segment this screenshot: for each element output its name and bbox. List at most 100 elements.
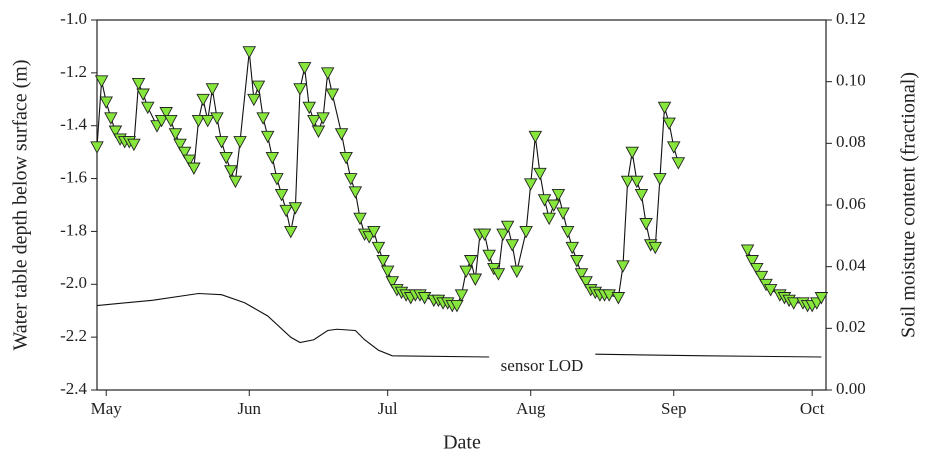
marker [260,130,275,144]
y-axis-label: Water table depth below surface (m) [10,59,32,350]
marker [482,249,496,263]
marker [454,289,469,302]
x-axis-label: Date [443,432,481,454]
y-tick-label: -2.0 [60,273,87,292]
marker [371,241,386,255]
marker [288,202,303,215]
x-tick-label: May [91,399,123,418]
marker [579,276,593,289]
marker [108,125,123,138]
marker [99,96,113,109]
y2-tick-label: 0.02 [836,317,866,336]
y2-tick-label: 0.04 [836,256,866,275]
x-tick-label: Oct [800,399,825,418]
marker [247,93,261,107]
marker [279,204,293,218]
plot-frame [96,19,827,391]
marker [242,46,257,59]
marker [551,188,566,202]
marker [173,138,187,152]
marker [634,188,649,202]
marker [164,114,178,128]
marker [500,220,515,234]
marker [233,136,247,149]
marker [297,62,312,75]
marker [745,255,759,268]
marker [459,265,473,279]
x-tick-label: Jun [237,399,261,418]
marker [496,228,510,242]
marker [353,212,367,226]
marker [274,188,289,202]
marker [814,292,829,305]
x-tick-label: Aug [516,399,546,418]
marker [302,101,316,115]
marker [344,173,358,186]
marker [754,270,769,284]
y-tick-label: -1.2 [60,62,87,81]
y-tick-label: -1.8 [60,220,87,239]
marker [560,225,575,239]
marker [127,138,141,152]
marker [616,260,630,273]
marker [528,130,543,144]
series-line [96,292,822,358]
marker [214,136,229,149]
marker [625,146,639,160]
marker [293,83,307,96]
marker [657,101,672,115]
marker [786,297,801,310]
marker [740,244,755,257]
y-tick-label: -1.0 [60,9,87,28]
marker [542,212,556,226]
marker [348,186,363,199]
marker [639,218,653,231]
marker [270,173,284,186]
marker [177,146,192,160]
marker [339,151,353,165]
marker [491,268,506,281]
marker [380,265,395,279]
marker [210,112,224,125]
marker [307,114,321,128]
y-tick-label: -1.6 [60,167,87,186]
y-tick-label: -1.4 [60,115,87,134]
marker [510,265,524,279]
marker [256,112,270,125]
y-tick-label: -2.2 [60,326,87,345]
marker [136,88,150,101]
y2-tick-label: 0.00 [836,379,866,398]
marker [463,255,478,268]
marker [533,167,547,181]
marker [666,141,681,154]
marker [140,101,155,115]
marker [191,114,206,128]
marker [334,128,349,141]
marker [468,273,483,286]
marker [228,175,243,189]
marker [547,199,561,212]
marker [131,77,146,91]
marker [90,141,104,154]
marker [104,112,118,125]
marker [320,67,335,80]
marker [154,114,169,128]
marker [519,225,533,239]
marker [648,241,663,255]
x-tick-label: Jul [378,399,398,418]
y2-tick-label: 0.10 [836,71,866,90]
marker [196,93,210,107]
marker [565,241,579,255]
marker [182,154,197,168]
marker [611,292,626,305]
y2-tick-label: 0.06 [836,194,866,213]
marker [653,173,667,186]
marker [750,262,764,276]
marker [671,157,686,170]
marker [311,125,326,138]
marker [570,255,584,268]
y2-axis-label: Soil moisture content (fractional) [898,72,920,338]
marker [376,255,390,268]
marker [219,151,233,165]
